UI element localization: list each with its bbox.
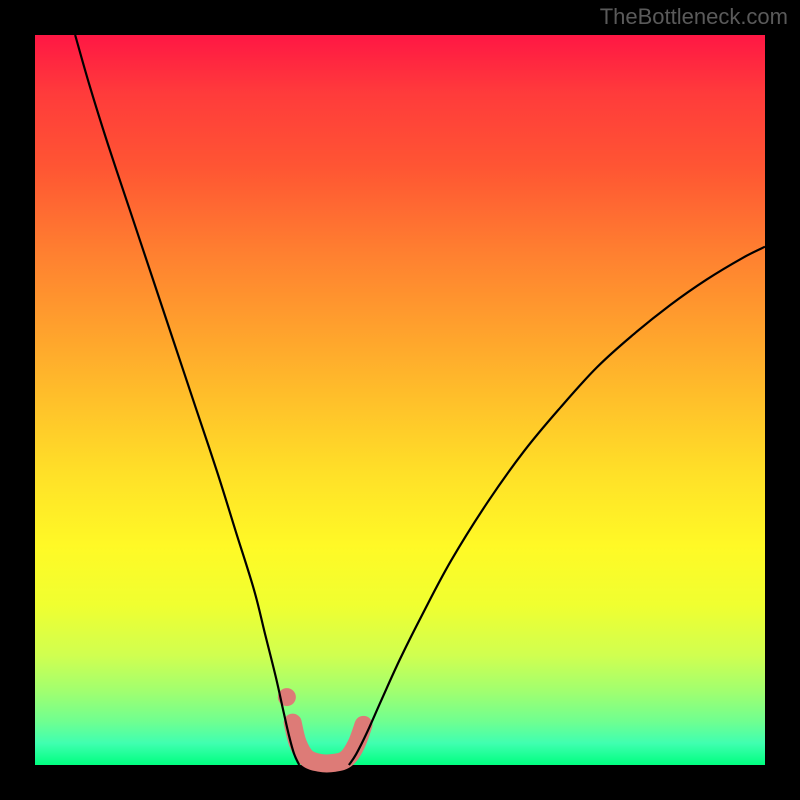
right-curve	[349, 247, 765, 765]
highlight-stroke	[293, 723, 364, 764]
plot-area	[35, 35, 765, 765]
watermark-text: TheBottleneck.com	[600, 4, 788, 30]
chart-svg	[35, 35, 765, 765]
left-curve	[75, 35, 299, 765]
